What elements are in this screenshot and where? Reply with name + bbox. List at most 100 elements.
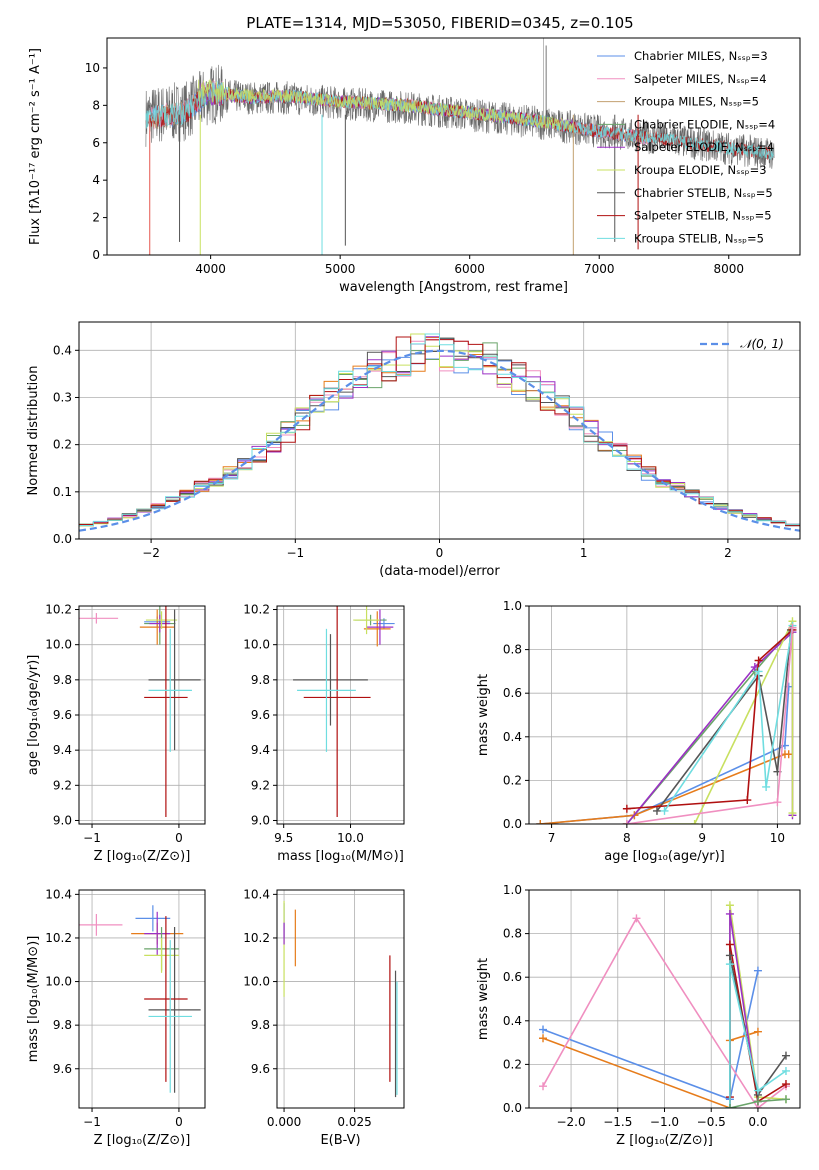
- mass-weight-marker: [536, 820, 545, 824]
- axes-frame: [528, 605, 801, 825]
- spectrum-panel: 4000 5000 6000 7000 8000 0 2 4 6 8 10 wavelength [A…: [28, 37, 801, 295]
- legend-label: Salpeter MILES, Nₛₛₚ=4: [634, 72, 767, 86]
- y-tick-label: 9.0: [251, 813, 270, 827]
- y-axis-label: age [log₁₀(age/yr)]: [26, 655, 41, 776]
- mass-weight-marker: [725, 909, 734, 918]
- axes-frame: [106, 37, 801, 256]
- normal-curve: [79, 349, 800, 532]
- spectrum-line: [197, 78, 574, 132]
- x-tick-label: 5000: [325, 262, 356, 276]
- y-tick-label: 0.0: [503, 1101, 522, 1115]
- x-tick-label: 2: [724, 546, 732, 560]
- axes-frame-group: 4000 5000 6000 7000 8000 0 2 4 6 8 10 wavelength [A…: [28, 37, 801, 295]
- mass-weight-marker: [539, 1034, 548, 1043]
- y-tick-label: 0.3: [53, 390, 72, 404]
- residual-histogram: [79, 333, 800, 526]
- mass-weight-line: [626, 629, 794, 810]
- x-tick-label: 0: [175, 1115, 183, 1129]
- y-tick-label: 0.2: [53, 438, 72, 452]
- mass-weight-marker: [743, 796, 752, 805]
- age-vs-metallicity-panel: −1 0 9.0 9.2 9.4 9.6 9.8 10.0 10.2 Z [log₁₀(Z/Z⊙)…: [26, 603, 206, 864]
- axes-frame-group: −2 −1 0 1 2 0.0 0.1 0.2 0.3 0.4 (data-model)/error…: [26, 321, 801, 579]
- mass-weight-marker: [754, 667, 763, 676]
- legend-label: Salpeter STELIB, Nₛₛₚ=5: [634, 209, 772, 223]
- plot-area: [293, 606, 395, 817]
- legend-label: Kroupa MILES, Nₛₛₚ=5: [634, 95, 759, 109]
- y-axis-label: Normed distribution: [26, 366, 41, 496]
- x-tick-label: 7: [548, 831, 556, 845]
- y-tick-label: 10.4: [45, 887, 72, 901]
- x-tick-label: 0.0: [748, 1115, 767, 1129]
- mass-weight-vs-age-panel: 7 8 9 10 0.0 0.2 0.4 0.6 0.8 1.0 age [log₁₀(age/yr…: [476, 599, 801, 864]
- plot-area: [283, 900, 398, 1098]
- y-tick-label: 9.8: [53, 1018, 72, 1032]
- mass-weight-marker: [753, 966, 762, 975]
- axes-frame: [78, 889, 206, 1109]
- residual-histogram-panel: −2 −1 0 1 2 0.0 0.1 0.2 0.3 0.4 (data-model)/error…: [26, 321, 801, 579]
- plot-area: [79, 905, 201, 1093]
- y-tick-label: 10: [85, 61, 100, 75]
- mass-weight-line: [626, 620, 794, 824]
- x-tick-label: −1: [83, 1115, 101, 1129]
- x-tick-label: 9: [698, 831, 706, 845]
- y-tick-label: 0.2: [503, 773, 522, 787]
- x-tick-label: 0: [436, 546, 444, 560]
- y-tick-label: 4: [92, 173, 100, 187]
- x-tick-label: 8: [623, 831, 631, 845]
- legend-label: Chabrier MILES, Nₛₛₚ=3: [634, 49, 768, 63]
- x-axis-label: Z [log₁₀(Z/Z⊙)]: [94, 1133, 191, 1148]
- mass-weight-line: [542, 970, 759, 1101]
- axes-frame-group: 7 8 9 10 0.0 0.2 0.4 0.6 0.8 1.0 age [log₁₀(age/yr…: [476, 599, 801, 864]
- y-tick-label: 1.0: [503, 883, 522, 897]
- y-tick-label: 0.8: [503, 643, 522, 657]
- y-axis-label: mass [log₁₀(M/M⊙)]: [26, 936, 41, 1063]
- mass-weight-marker: [660, 806, 669, 815]
- y-tick-label: 0.4: [53, 343, 72, 357]
- plot-area: [145, 38, 775, 255]
- y-tick-label: 10.2: [243, 931, 270, 945]
- axes-frame: [276, 889, 405, 1109]
- y-tick-label: 10.2: [45, 603, 72, 617]
- age-vs-mass-panel: 9.5 10.0 9.0 9.2 9.4 9.6 9.8 10.0 10.2 mass [log₁…: [243, 603, 405, 864]
- mass-weight-marker: [539, 1082, 548, 1091]
- mass-weight-marker: [762, 782, 771, 791]
- y-tick-label: 9.6: [251, 1062, 270, 1076]
- y-tick-label: 0.2: [503, 1057, 522, 1071]
- x-axis-label: Z [log₁₀(Z/Z⊙)]: [616, 1133, 713, 1148]
- x-tick-label: 0: [175, 831, 183, 845]
- mass-weight-marker: [754, 656, 763, 665]
- mass-weight-marker: [753, 1027, 762, 1036]
- x-tick-label: 10.0: [337, 831, 364, 845]
- mass-weight-marker: [622, 820, 631, 824]
- axes-frame-group: 0.000 0.025 9.6 9.8 10.0 10.2 10.4 E(B-V): [243, 887, 405, 1148]
- y-tick-label: 10.2: [45, 931, 72, 945]
- x-tick-label: 1: [580, 546, 588, 560]
- x-tick-label: −1.0: [650, 1115, 679, 1129]
- y-tick-label: 9.8: [251, 673, 270, 687]
- mass-weight-marker: [788, 809, 797, 818]
- mass-weight-marker: [784, 750, 793, 759]
- y-tick-label: 0.4: [503, 1014, 522, 1028]
- mass-weight-marker: [788, 623, 797, 632]
- legend-label: Kroupa STELIB, Nₛₛₚ=5: [634, 231, 764, 245]
- mass-weight-line: [656, 629, 792, 812]
- x-tick-label: 9.5: [274, 831, 293, 845]
- x-axis-label: wavelength [Angstrom, rest frame]: [339, 280, 568, 295]
- y-tick-label: 6: [92, 136, 100, 150]
- legend-label: 𝒩(0, 1): [740, 337, 784, 351]
- x-tick-label: 0.025: [337, 1115, 371, 1129]
- mass-weight-marker: [781, 1080, 790, 1089]
- y-tick-label: 9.6: [53, 1062, 72, 1076]
- mass-vs-ebv-panel: 0.000 0.025 9.6 9.8 10.0 10.2 10.4 E(B-V): [243, 887, 405, 1148]
- x-tick-label: −2: [142, 546, 160, 560]
- mass-weight-marker: [725, 951, 734, 960]
- mass-weight-vs-metallicity-panel: −2.0 −1.5 −1.0 −0.5 0.0 0.0 0.2 0.4 0.6 0.8 1.0 Z […: [476, 883, 801, 1148]
- y-tick-label: 10.0: [45, 638, 72, 652]
- legend-label: Chabrier ELODIE, Nₛₛₚ=4: [634, 117, 775, 131]
- mass-vs-metallicity-panel: −1 0 9.6 9.8 10.0 10.2 10.4 Z [log₁₀(Z/Z⊙)] mass…: [26, 887, 206, 1148]
- y-tick-label: 0.0: [53, 532, 72, 546]
- x-axis-label: E(B-V): [320, 1133, 360, 1148]
- x-tick-label: 8000: [713, 262, 744, 276]
- axes-frame-group: −2.0 −1.5 −1.0 −0.5 0.0 0.0 0.2 0.4 0.6 0.8 1.0 Z […: [476, 883, 801, 1148]
- y-tick-label: 9.2: [53, 778, 72, 792]
